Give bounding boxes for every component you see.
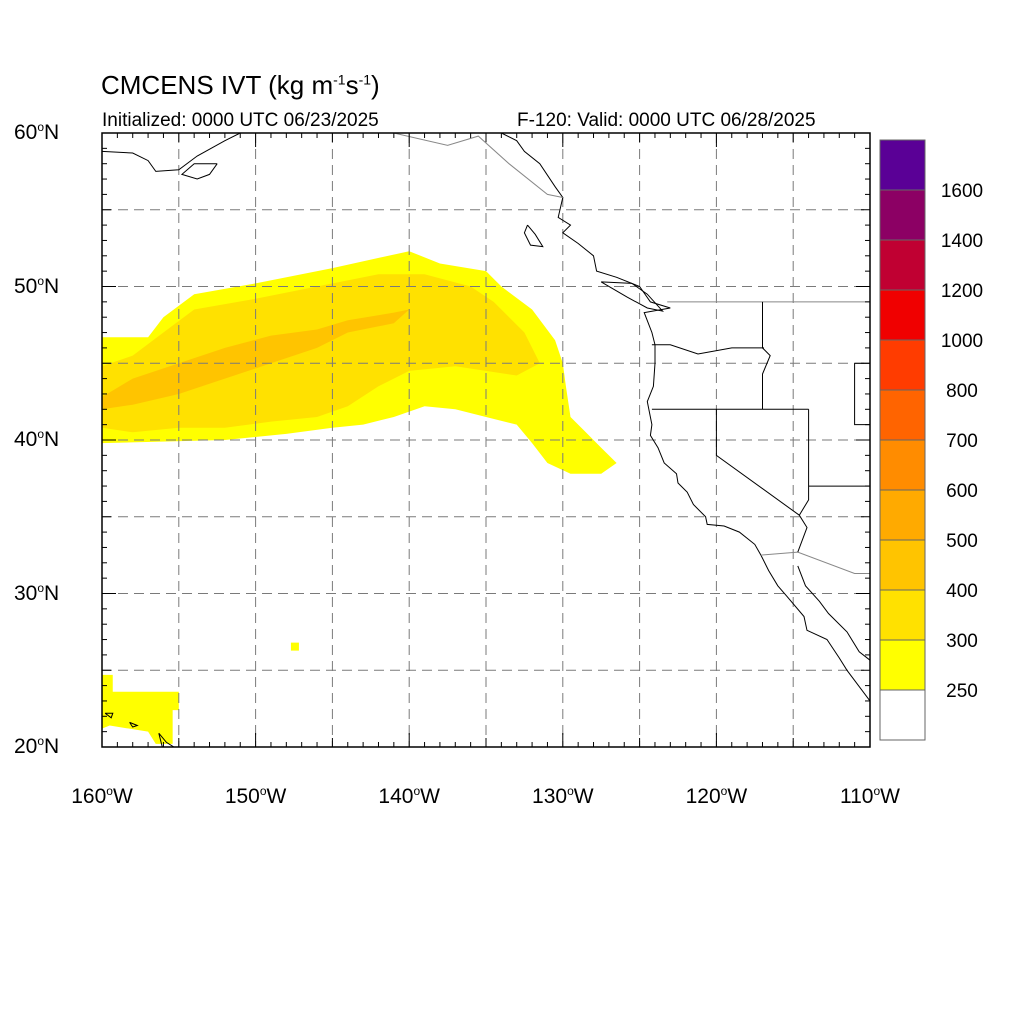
colorbar-label: 400 xyxy=(946,581,978,602)
wa-or-border xyxy=(651,344,764,355)
coastlines xyxy=(102,133,870,747)
colorbar-swatch xyxy=(879,389,926,441)
map-frame xyxy=(101,132,871,748)
gulf-of-california-coast xyxy=(797,565,870,661)
colorbar-label: 1000 xyxy=(941,331,983,352)
colorbar-swatch xyxy=(879,639,926,691)
valid-time-label: F-120: Valid: 0000 UTC 06/28/2025 xyxy=(517,110,816,131)
init-time-label: Initialized: 0000 UTC 06/23/2025 xyxy=(102,110,379,131)
kodiak-island xyxy=(180,163,218,180)
colorbar-swatch xyxy=(879,589,926,641)
colorbar-swatch xyxy=(879,239,926,291)
colorbar-label: 1400 xyxy=(941,231,983,252)
lat-label: 20oN xyxy=(14,734,60,758)
lat-label: 60oN xyxy=(14,120,60,144)
colorbar-swatch xyxy=(879,139,926,191)
colorbar: 250 300 400 500 600 700 800 1000 1200 1400 1600 xyxy=(879,139,983,741)
colorbar-label: 300 xyxy=(946,631,978,652)
ivt-isolated-cell xyxy=(290,642,299,651)
west-coast-coastline xyxy=(501,133,870,702)
id-border xyxy=(762,301,771,410)
nv-ut-az-border xyxy=(798,409,810,516)
lon-label: 130oW xyxy=(532,784,594,808)
ca-az-border xyxy=(797,514,808,553)
ivt-region-level-2 xyxy=(102,274,540,433)
lon-label: 110oW xyxy=(840,784,900,808)
colorbar-swatch xyxy=(879,539,926,591)
colorbar-label: 500 xyxy=(946,531,978,552)
colorbar-swatch xyxy=(879,689,926,741)
colorbar-label: 700 xyxy=(946,431,978,452)
axis-ticks xyxy=(101,132,871,748)
colorbar-label: 600 xyxy=(946,481,978,502)
haida-gwaii xyxy=(523,224,544,248)
lon-label: 160oW xyxy=(71,784,133,808)
big-island xyxy=(158,732,175,747)
map-title: CMCENS IVT (kg m-1s-1) xyxy=(101,70,380,100)
ca-nv-border xyxy=(715,409,800,516)
lat-label: 50oN xyxy=(14,273,60,298)
lon-label: 150oW xyxy=(224,784,287,808)
kauai-island xyxy=(104,712,114,719)
graticule xyxy=(102,133,870,747)
lon-label: 120oW xyxy=(685,784,748,808)
vancouver-island xyxy=(600,281,664,312)
colorbar-label: 800 xyxy=(946,381,978,402)
alaska-coastline xyxy=(102,133,241,172)
colorbar-swatch xyxy=(879,439,926,491)
colorbar-label: 250 xyxy=(946,681,978,702)
us-mexico-border xyxy=(760,551,870,574)
colorbar-label: 1200 xyxy=(941,281,983,302)
colorbar-swatch xyxy=(879,489,926,541)
ivt-hawaii-region xyxy=(102,674,179,744)
colorbar-swatch xyxy=(879,289,926,341)
colorbar-swatch xyxy=(879,339,926,391)
wy-ut-border xyxy=(854,363,870,426)
oahu-island xyxy=(129,721,139,728)
alaska-canada-border xyxy=(393,133,563,198)
lat-label: 30oN xyxy=(14,580,60,605)
colorbar-swatch xyxy=(879,189,926,241)
lon-label: 140oW xyxy=(378,784,440,808)
colorbar-label: 1600 xyxy=(941,181,983,202)
lat-label: 40oN xyxy=(14,427,60,451)
